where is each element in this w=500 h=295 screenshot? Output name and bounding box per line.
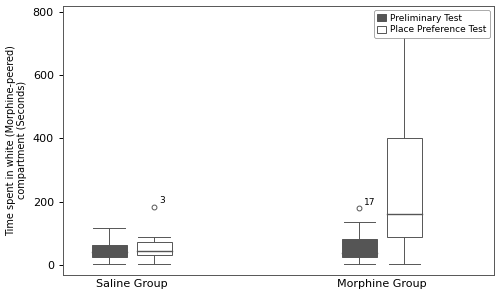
Bar (136, 242, 172, 255)
Y-axis label: Time spent in white (Morphine-peered)
compartment (Seconds): Time spent in white (Morphine-peered) co… (6, 45, 27, 235)
Text: 17: 17 (364, 198, 376, 207)
Text: 3: 3 (159, 196, 165, 205)
Bar (342, 239, 377, 257)
Bar (387, 138, 422, 237)
Bar (92, 245, 126, 257)
Legend: Preliminary Test, Place Preference Test: Preliminary Test, Place Preference Test (374, 10, 490, 38)
